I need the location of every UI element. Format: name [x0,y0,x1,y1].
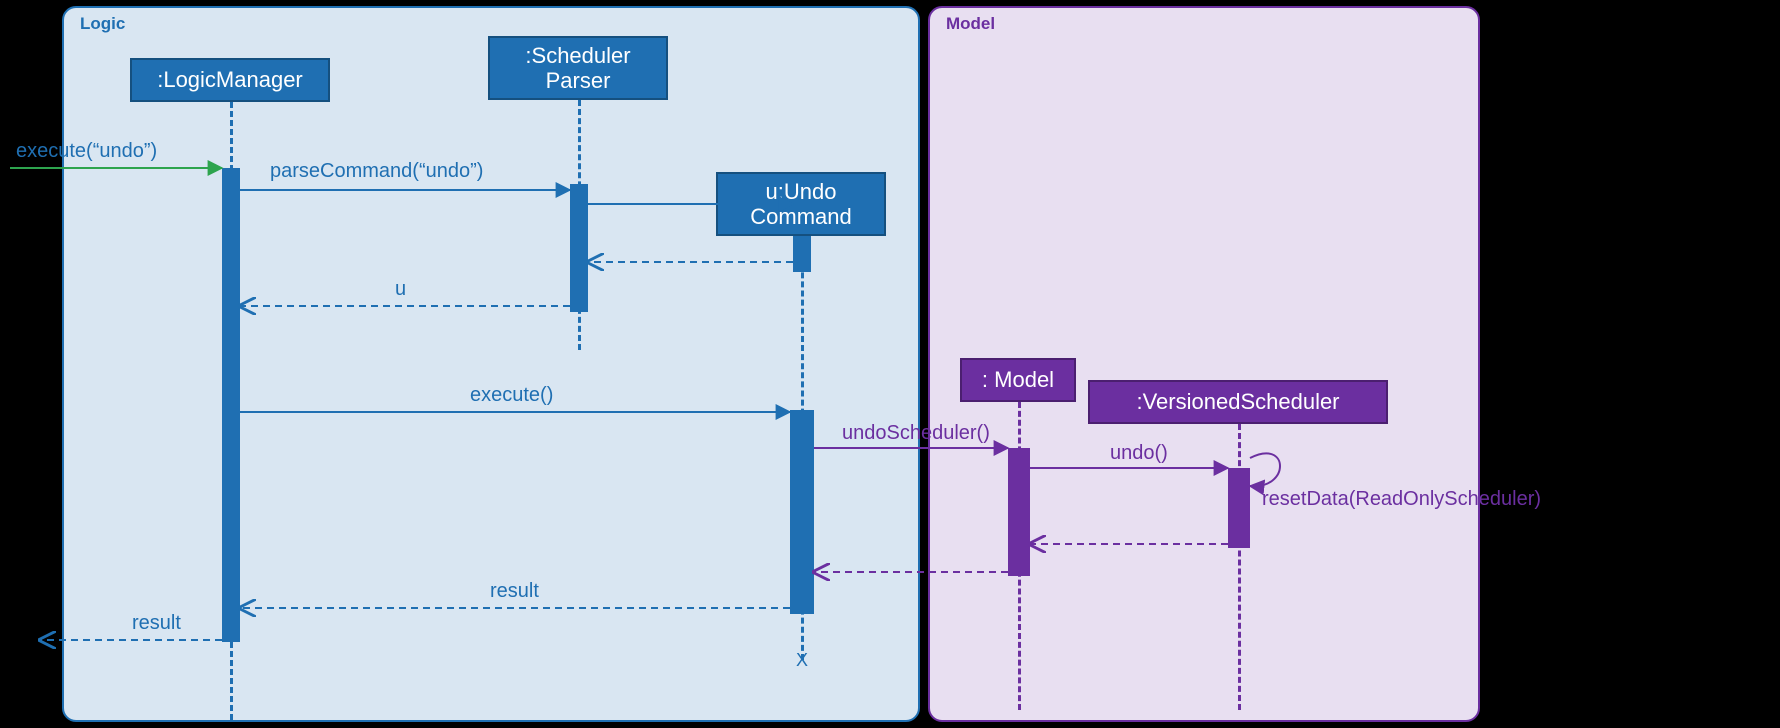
msg-undo: undo() [1110,442,1168,465]
msg-result-2: result [132,612,181,635]
participant-undo-command: u:Undo Command [716,172,886,236]
participant-model: : Model [960,358,1076,402]
participant-scheduler-parser: :Scheduler Parser [488,36,668,100]
msg-result-1: result [490,580,539,603]
activation-model [1008,448,1030,576]
lifeline-versioned-scheduler [1238,424,1241,710]
msg-reset-data: resetData(ReadOnlyScheduler) [1262,488,1541,511]
msg-execute: execute() [470,384,553,407]
msg-return-u: u [395,278,406,301]
activation-undo-command-1 [793,236,811,272]
activation-undo-command-2 [790,410,814,614]
participant-logic-manager: :LogicManager [130,58,330,102]
msg-undo-scheduler: undoScheduler() [842,422,990,445]
activation-versioned-scheduler [1228,468,1250,548]
destroy-marker: X [796,650,808,671]
model-container-label: Model [946,14,995,34]
participant-versioned-scheduler: :VersionedScheduler [1088,380,1388,424]
activation-scheduler-parser [570,184,588,312]
msg-parse-command: parseCommand(“undo”) [270,160,483,183]
logic-container-label: Logic [80,14,125,34]
activation-logic-manager [222,168,240,642]
logic-container: Logic [62,6,920,722]
msg-execute-undo: execute(“undo”) [16,140,157,163]
